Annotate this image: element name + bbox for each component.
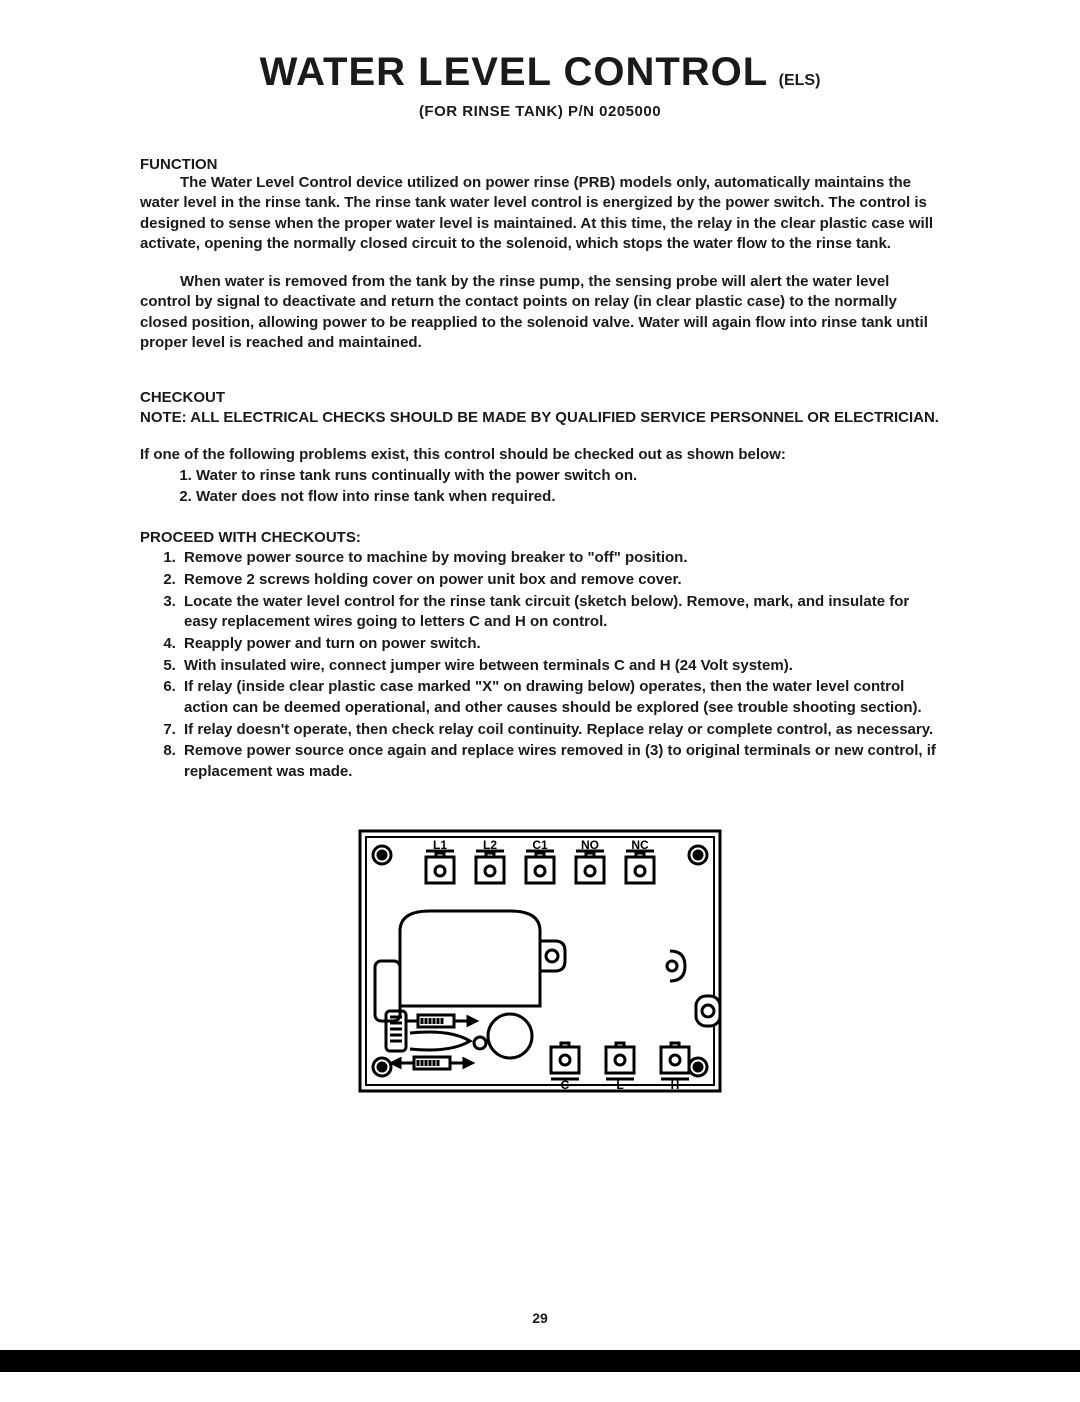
bottom-bar [0, 1350, 1080, 1372]
list-item: Remove power source once again and repla… [180, 741, 940, 782]
checkout-heading: CHECKOUT [140, 389, 940, 406]
problems-lead: If one of the following problems exist, … [140, 446, 940, 463]
steps-list: Remove power source to machine by moving… [180, 548, 940, 783]
list-item: With insulated wire, connect jumper wire… [180, 656, 940, 677]
list-item: Remove 2 screws holding cover on power u… [180, 570, 940, 591]
list-item: Remove power source to machine by moving… [180, 548, 940, 569]
function-paragraph-1: The Water Level Control device utilized … [140, 173, 940, 254]
list-item: If relay (inside clear plastic case mark… [180, 677, 940, 718]
function-heading: FUNCTION [140, 156, 940, 173]
list-item: Reapply power and turn on power switch. [180, 634, 940, 655]
list-item: If relay doesn't operate, then check rel… [180, 720, 940, 741]
page-title: WATER LEVEL CONTROL [260, 50, 769, 94]
list-item: Locate the water level control for the r… [180, 592, 940, 633]
page-number: 29 [0, 1310, 1080, 1326]
list-item: Water to rinse tank runs continually wit… [196, 465, 940, 486]
list-item: Water does not flow into rinse tank when… [196, 486, 940, 507]
problems-list: Water to rinse tank runs continually wit… [196, 465, 940, 507]
checkout-note: NOTE: ALL ELECTRICAL CHECKS SHOULD BE MA… [140, 408, 940, 428]
proceed-heading: PROCEED WITH CHECKOUTS: [140, 529, 940, 546]
function-paragraph-2: When water is removed from the tank by t… [140, 272, 940, 353]
control-board-diagram: L1L2C1NONC [140, 811, 940, 1116]
subtitle: (FOR RINSE TANK) P/N 0205000 [140, 103, 940, 120]
title-suffix: (ELS) [779, 72, 821, 89]
